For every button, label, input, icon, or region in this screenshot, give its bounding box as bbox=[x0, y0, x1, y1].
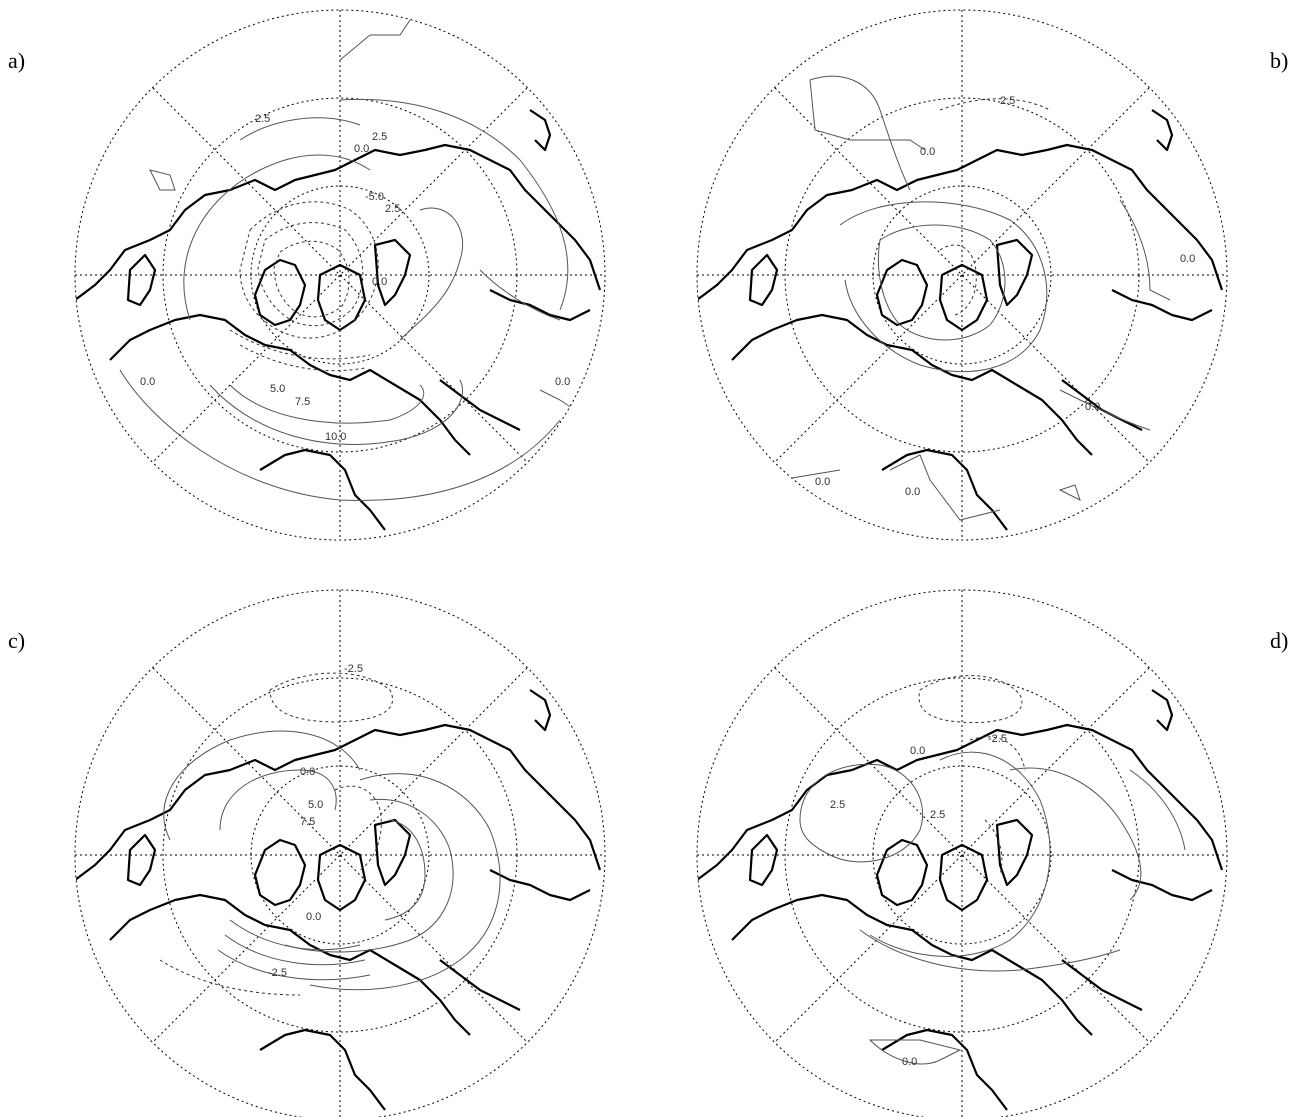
contour-label: 0.0 bbox=[300, 766, 315, 778]
contour-label: -2.5 bbox=[988, 733, 1007, 745]
contour-label: 2.5 bbox=[255, 113, 270, 125]
contours-dashed bbox=[918, 675, 1026, 876]
contour-label: -5.0 bbox=[365, 191, 384, 203]
contour-label: 0.0 bbox=[306, 911, 321, 923]
contour-label: 0.0 bbox=[140, 376, 155, 388]
contour-label: -2.5 bbox=[268, 967, 287, 979]
contour-label: 7.5 bbox=[300, 816, 315, 828]
contour-label: -2.5 bbox=[344, 663, 363, 675]
contour-label: 2.5 bbox=[830, 799, 845, 811]
contour-label: 0.0 bbox=[920, 146, 935, 158]
contour-label: 0.0 bbox=[555, 376, 570, 388]
panel-label-a: a) bbox=[8, 48, 26, 73]
contour-labels: 2.5 0.0 0.0 0.0 0.0 0.0 bbox=[815, 95, 1195, 498]
contours-solid bbox=[163, 730, 501, 991]
contour-labels: -2.5 0.0 5.0 7.5 0.0 -2.5 bbox=[268, 663, 363, 979]
contours-solid bbox=[779, 75, 1171, 521]
contour-label: 0.0 bbox=[902, 1056, 917, 1068]
contour-label: 2.5 bbox=[930, 809, 945, 821]
coastlines bbox=[75, 689, 602, 1111]
panel-label-b: b) bbox=[1270, 48, 1289, 73]
contour-label: 0.0 bbox=[1085, 401, 1100, 413]
map-panel-d: -2.5 0.0 2.5 2.5 0.0 bbox=[696, 589, 1228, 1117]
contour-label: 0.0 bbox=[1180, 253, 1195, 265]
contours-solid bbox=[799, 751, 1186, 1065]
contour-label: 0.0 bbox=[815, 476, 830, 488]
contours-dashed bbox=[229, 201, 379, 372]
panel-label-c: c) bbox=[8, 628, 26, 653]
contour-label: 0.0 bbox=[372, 276, 387, 288]
contour-label: 2.5 bbox=[1000, 95, 1015, 107]
contours-dashed bbox=[939, 98, 1051, 316]
contour-label: 2.5 bbox=[385, 203, 400, 215]
contour-labels: -2.5 0.0 2.5 2.5 0.0 bbox=[830, 733, 1007, 1068]
contour-label: 2.5 bbox=[372, 131, 387, 143]
coastlines bbox=[75, 109, 602, 531]
map-panel-c: -2.5 0.0 5.0 7.5 0.0 -2.5 bbox=[74, 589, 606, 1117]
contour-label: 0.0 bbox=[354, 143, 369, 155]
contours-solid bbox=[119, 19, 576, 501]
map-panel-a: 2.5 2.5 0.0 -5.0 2.5 0.0 5.0 7.5 10.0 0.… bbox=[74, 9, 606, 541]
contour-label: 5.0 bbox=[270, 383, 285, 395]
map-panel-b: 2.5 0.0 0.0 0.0 0.0 0.0 bbox=[696, 9, 1228, 541]
contour-label: 7.5 bbox=[295, 396, 310, 408]
contour-label: 10.0 bbox=[325, 431, 346, 443]
coastlines bbox=[697, 689, 1224, 1111]
contour-labels: 2.5 2.5 0.0 -5.0 2.5 0.0 5.0 7.5 10.0 0.… bbox=[140, 113, 570, 443]
contours-dashed bbox=[159, 672, 393, 996]
contour-label: 0.0 bbox=[905, 486, 920, 498]
contour-label: 0.0 bbox=[910, 745, 925, 757]
panel-label-d: d) bbox=[1270, 628, 1289, 653]
coastlines bbox=[697, 109, 1224, 531]
contour-label: 5.0 bbox=[308, 799, 323, 811]
